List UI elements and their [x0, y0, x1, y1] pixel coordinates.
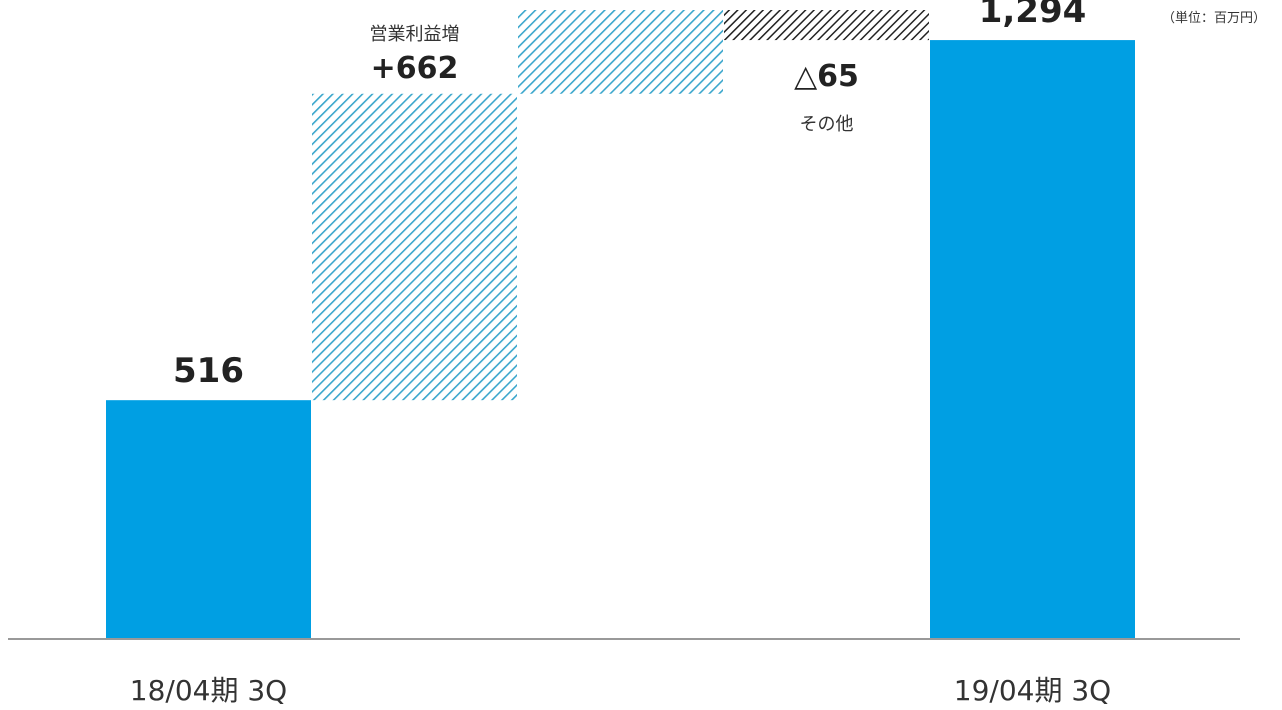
bar-total-4	[930, 40, 1135, 640]
unit-note: （単位：百万円）	[1162, 10, 1266, 26]
desc-label-3-0: その他	[800, 114, 854, 135]
bar-total-0	[106, 400, 311, 639]
bars-group	[106, 10, 1135, 640]
bar-decrease-3	[724, 10, 929, 41]
category-label-0: 18/04期 3Q	[130, 674, 287, 707]
value-label-0: 516	[173, 351, 244, 391]
category-label-4: 19/04期 3Q	[954, 674, 1111, 707]
bar-increase-1	[312, 93, 517, 401]
value-label-4: 1,294	[979, 0, 1087, 31]
desc-label-1-0: 営業利益増	[370, 24, 460, 45]
delta-label-1: +662	[371, 51, 459, 86]
bar-increase-2	[518, 10, 723, 94]
delta-label-2: +181	[577, 0, 665, 2]
delta-label-3: △65	[794, 59, 859, 94]
